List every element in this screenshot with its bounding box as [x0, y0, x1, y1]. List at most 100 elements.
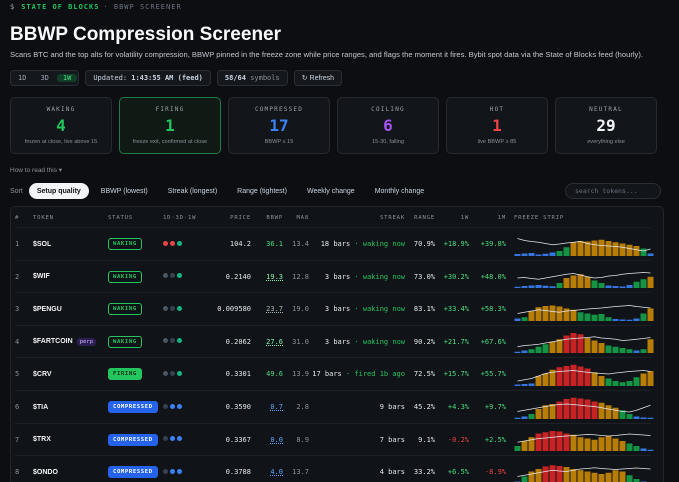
change-1w: +6.5%: [447, 468, 469, 477]
rank: 6: [15, 403, 20, 411]
column-header: TOKEN: [33, 215, 54, 221]
card-note: freeze exit, confirmed at close: [132, 139, 208, 145]
refresh-button[interactable]: ↻ Refresh: [293, 70, 343, 86]
range: 70.9%: [413, 240, 435, 248]
strip-bar: [591, 372, 598, 386]
status-cell: WAKING: [108, 335, 163, 348]
freeze-strip: [506, 263, 654, 290]
sort-option[interactable]: Streak (longest): [167, 187, 218, 195]
status-cell: WAKING: [108, 303, 163, 316]
strip-chart: [514, 431, 654, 452]
column-header: PRICE: [230, 215, 251, 221]
strip-bar: [605, 240, 612, 256]
strip-bar: [556, 306, 563, 321]
status-cell: WAKING: [108, 270, 163, 283]
logo: $: [10, 3, 16, 11]
streak: 3 bars · waking now: [309, 273, 405, 281]
timeframe-dots: [163, 338, 206, 345]
change-1w: +33.4%: [443, 305, 469, 314]
dot: [163, 240, 168, 246]
help-toggle[interactable]: How to read this ▾: [10, 167, 63, 174]
strip-bar: [577, 366, 584, 386]
range: 90.2%: [413, 337, 435, 346]
bbwp: 27.6: [266, 337, 283, 346]
strip-bar: [521, 383, 528, 386]
strip-bar: [647, 308, 654, 321]
strip-bar: [591, 401, 598, 419]
table-header: # TOKEN STATUS 1D·3D·1W PRICE BBWP MA8 STREAK RA…: [15, 211, 651, 225]
status-badge: WAKING: [108, 335, 142, 348]
sort-option[interactable]: Setup quality: [28, 183, 89, 199]
strip-bar: [570, 309, 577, 321]
strip-bar: [584, 471, 591, 482]
status-badge: WAKING: [108, 238, 142, 250]
card-label: WAKING: [46, 106, 76, 113]
ma8: 2.8: [296, 403, 309, 411]
page-title: BBWP Compression Screener: [10, 24, 282, 45]
strip-bar: [563, 398, 570, 419]
bbwp: 49.6: [266, 370, 283, 379]
card-value: 17: [269, 116, 289, 135]
dot: [170, 370, 175, 376]
table-row: 6 $TIA COMPRESSED 0.3590 0.7 2.8 9 bars 45.2% +4…: [15, 390, 654, 423]
timeframe-dots: [163, 436, 206, 443]
timeframe-button[interactable]: 1W: [56, 74, 78, 82]
dot: [170, 273, 175, 279]
search-input[interactable]: search tokens...: [565, 183, 661, 199]
status-card: WAKING 4 frozen at close, live above 15: [10, 97, 112, 154]
price: 0.009580: [217, 305, 251, 314]
strip-bar: [563, 308, 570, 321]
summary-cards: WAKING 4 frozen at close, live above 15 FIR…: [10, 97, 657, 154]
strip-bar: [535, 285, 542, 289]
strip-bar: [633, 350, 640, 354]
table-row: 4 $FARTCOIN perp WAKING 0.2062 27.6 31.0 3 bars…: [15, 324, 654, 358]
timeframe-button[interactable]: 3D: [40, 74, 49, 82]
rank: 2: [15, 272, 20, 281]
symbols-count: 58/64: [224, 74, 246, 82]
strip-bar: [549, 464, 556, 482]
streak: 7 bars: [309, 436, 405, 444]
strip-bar: [584, 338, 591, 354]
dot: [177, 338, 182, 344]
strip-line: [517, 237, 651, 251]
freeze-strip: [506, 426, 654, 453]
strip-bar: [598, 473, 605, 482]
strip-bar: [591, 439, 598, 452]
token-cell: $TRX: [33, 436, 108, 443]
rank: 8: [15, 468, 20, 477]
sort-option[interactable]: Weekly change: [306, 187, 355, 195]
strip-bar: [528, 252, 535, 256]
sort-option[interactable]: BBWP (lowest): [100, 187, 148, 195]
dot: [170, 338, 175, 344]
column-header: STATUS: [108, 215, 134, 221]
change-1w: +4.3%: [447, 403, 469, 411]
strip-bar: [549, 431, 556, 452]
strip-bar: [598, 375, 605, 386]
token: $TRX: [33, 436, 51, 444]
change-1w: +18.9%: [443, 240, 469, 248]
sort-option[interactable]: Monthly change: [374, 187, 425, 195]
strip-bar: [619, 471, 626, 482]
card-label: NEUTRAL: [589, 106, 623, 113]
streak: 17 bars · fired 1b ago: [309, 370, 405, 378]
strip-bar: [633, 377, 640, 386]
strip-bar: [542, 432, 549, 452]
strip-bar: [535, 306, 542, 321]
status-cell: COMPRESSED: [108, 433, 163, 446]
change-1m: +48.0%: [480, 272, 506, 281]
strip-bar: [521, 253, 528, 256]
strip-bar: [640, 373, 647, 386]
timeframe-button[interactable]: 1D: [18, 74, 27, 82]
sort-option[interactable]: Range (tightest): [237, 187, 287, 195]
strip-bar: [612, 407, 619, 419]
change-1m: +67.6%: [480, 337, 506, 346]
column-header: 1D·3D·1W: [163, 215, 197, 221]
dot: [177, 468, 182, 474]
dot: [170, 305, 175, 311]
strip-line: [517, 336, 651, 348]
status-badge: COMPRESSED: [108, 466, 158, 479]
strip-bar: [535, 433, 542, 452]
updated-label: Updated:: [93, 74, 128, 82]
status-badge: WAKING: [108, 270, 142, 283]
strip-bar: [626, 443, 633, 452]
